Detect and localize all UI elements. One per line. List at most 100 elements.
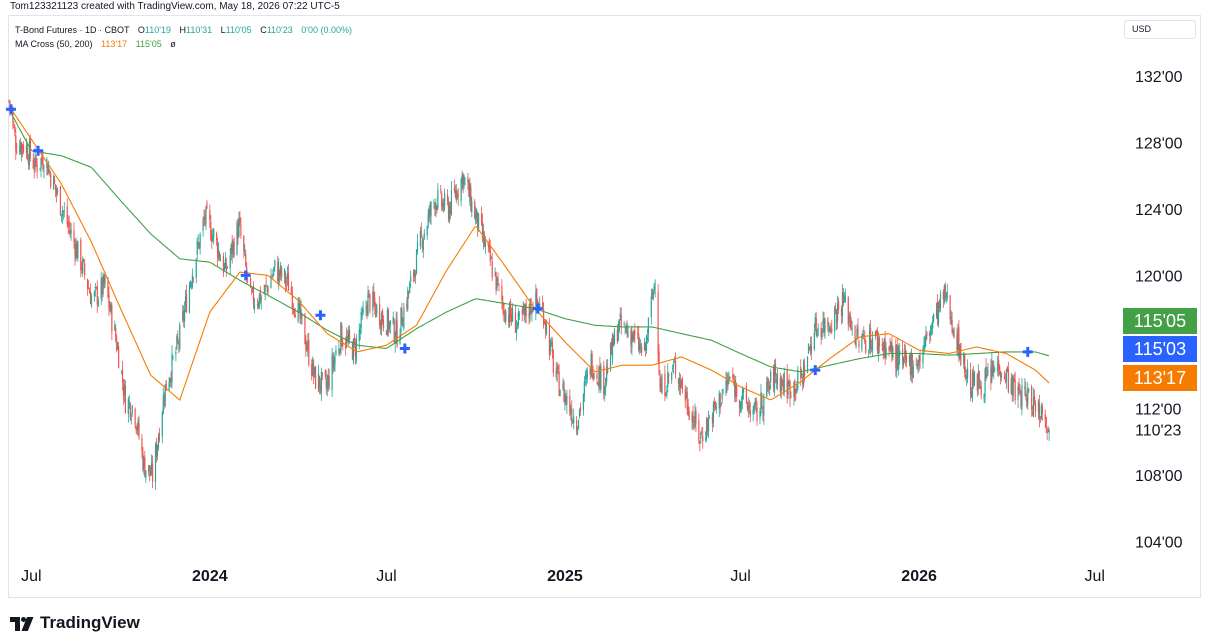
currency-button[interactable]: USD bbox=[1124, 20, 1196, 39]
cross-marker-icon bbox=[315, 310, 326, 321]
candle-body bbox=[976, 374, 978, 392]
candle-body bbox=[762, 409, 764, 414]
candle-body bbox=[760, 391, 762, 414]
candle-body bbox=[715, 406, 717, 410]
candle-body bbox=[34, 154, 36, 167]
candle-body bbox=[837, 300, 840, 310]
candle-body bbox=[641, 346, 643, 353]
candle-body bbox=[949, 295, 951, 320]
candle-body bbox=[510, 301, 512, 317]
candle-body bbox=[1024, 386, 1026, 389]
candle-body bbox=[467, 177, 469, 183]
y-tick-label: 104'00 bbox=[1135, 534, 1183, 551]
candle-body bbox=[122, 386, 125, 397]
x-tick-label: 2024 bbox=[192, 568, 228, 585]
symbol-legend[interactable]: T-Bond Futures · 1D · CBOT O110'19 H110'… bbox=[15, 25, 352, 35]
candle-body bbox=[49, 171, 51, 173]
candle-body bbox=[218, 252, 221, 260]
candle-body bbox=[828, 328, 830, 330]
candle-body bbox=[695, 410, 697, 424]
candle-body bbox=[742, 389, 745, 393]
candle-body bbox=[998, 359, 1000, 370]
candle-body bbox=[138, 422, 140, 438]
y-tick-label: 110'23 bbox=[1135, 423, 1181, 440]
candle-body bbox=[779, 377, 781, 393]
candle-body bbox=[558, 371, 560, 396]
candle-body bbox=[502, 303, 504, 306]
candle-body bbox=[654, 287, 656, 289]
candle-body bbox=[341, 325, 343, 347]
candle-body bbox=[763, 395, 765, 417]
candle-body bbox=[774, 363, 777, 376]
candle-body bbox=[375, 304, 377, 317]
candle-body bbox=[42, 158, 44, 170]
candle-body bbox=[687, 405, 689, 415]
candle-body bbox=[334, 357, 336, 365]
x-tick-label: Jul bbox=[1084, 568, 1104, 585]
candle-body bbox=[313, 363, 315, 377]
candle-body bbox=[406, 303, 408, 308]
candle-body bbox=[584, 377, 586, 379]
chart-frame bbox=[8, 15, 1201, 598]
candle-body bbox=[256, 304, 258, 306]
candle-body bbox=[487, 242, 489, 246]
ma-fast-value: 113'17 bbox=[101, 39, 128, 49]
candle-body bbox=[230, 244, 232, 254]
candle-body bbox=[851, 327, 853, 329]
x-tick-label: Jul bbox=[21, 568, 41, 585]
candle-body bbox=[307, 341, 309, 348]
candle-body bbox=[25, 145, 28, 153]
ohlc-low-value: 110'05 bbox=[225, 25, 252, 35]
candle-body bbox=[685, 394, 687, 398]
candle-body bbox=[1010, 377, 1012, 395]
candle-body bbox=[806, 356, 809, 374]
candle-body bbox=[865, 341, 867, 353]
candle-body bbox=[128, 401, 130, 403]
candle-body bbox=[393, 319, 395, 343]
candle-body bbox=[952, 331, 954, 333]
indicator-title[interactable]: MA Cross (50, 200) bbox=[15, 39, 93, 49]
candle-body bbox=[164, 384, 166, 406]
symbol-title[interactable]: T-Bond Futures · 1D · CBOT bbox=[15, 25, 130, 35]
candle-body bbox=[157, 437, 160, 449]
candle-body bbox=[468, 182, 470, 197]
candle-body bbox=[331, 356, 333, 391]
candle-body bbox=[586, 370, 588, 379]
brand-name: TradingView bbox=[40, 613, 140, 632]
candle-body bbox=[184, 296, 187, 307]
candle-body bbox=[191, 274, 193, 288]
candle-body bbox=[978, 370, 980, 387]
price-badge-label: 113'17 bbox=[1134, 368, 1186, 388]
candle-body bbox=[999, 365, 1001, 375]
candle-body bbox=[917, 363, 919, 366]
candle-body bbox=[392, 316, 394, 324]
candle-body bbox=[77, 241, 79, 259]
candle-body bbox=[278, 266, 280, 282]
candle-body bbox=[80, 239, 82, 271]
candle-body bbox=[640, 344, 642, 346]
candle-body bbox=[117, 346, 119, 350]
indicator-extra-icon[interactable]: ø bbox=[170, 39, 176, 49]
indicator-legend[interactable]: MA Cross (50, 200) 113'17 115'05 ø bbox=[15, 39, 176, 49]
x-tick-label: Jul bbox=[730, 568, 750, 585]
candle-body bbox=[107, 277, 109, 298]
candle-body bbox=[413, 270, 416, 278]
candle-body bbox=[657, 291, 659, 355]
candle-body bbox=[27, 160, 30, 164]
candle-body bbox=[1021, 385, 1023, 407]
candle-body bbox=[922, 348, 924, 364]
candle-body bbox=[773, 365, 776, 391]
candle-body bbox=[304, 313, 306, 345]
brand-logo[interactable]: TradingView bbox=[10, 612, 140, 634]
candle-body bbox=[986, 374, 988, 377]
candle-body bbox=[726, 380, 728, 385]
candle-body bbox=[1013, 378, 1015, 382]
candle-body bbox=[572, 420, 574, 424]
candle-body bbox=[226, 267, 228, 269]
candle-body bbox=[1012, 376, 1014, 395]
candle-body bbox=[372, 292, 374, 311]
candle-body bbox=[1014, 379, 1016, 401]
candle-body bbox=[596, 373, 598, 379]
candle-body bbox=[299, 300, 301, 319]
